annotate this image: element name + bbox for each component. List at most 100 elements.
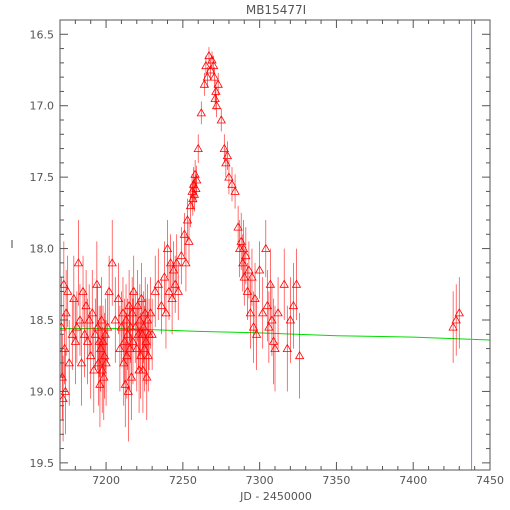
data-point-155	[291, 279, 302, 288]
data-point-110	[202, 72, 213, 81]
x-tick-label-7300: 7300	[246, 474, 274, 487]
x-tick-label-7400: 7400	[399, 474, 427, 487]
data-point-96	[182, 215, 193, 224]
chart-title: MB15477I	[246, 3, 306, 17]
data-point-106	[193, 143, 203, 153]
data-point-84	[161, 308, 171, 317]
data-point-35	[99, 350, 110, 360]
data-point-126	[230, 186, 240, 195]
data-point-123	[222, 150, 233, 160]
axes: 7200 7250 7300 7350 7400 7450 16.5 17.0 17.5 18.0…	[30, 19, 504, 487]
data-point-154	[288, 300, 299, 310]
x-tick-label-7450: 7450	[476, 474, 504, 487]
data-point-143	[261, 243, 271, 253]
data-point-104	[191, 183, 201, 193]
data-point-137	[247, 272, 257, 281]
data-point-157	[448, 322, 458, 331]
data-point-111	[204, 50, 214, 60]
data-point-8	[64, 358, 74, 367]
data-point-136	[245, 308, 256, 317]
data-point-125	[227, 179, 237, 188]
data-point-18	[81, 300, 91, 310]
data-point-89	[168, 265, 179, 274]
data-point-105	[192, 175, 202, 184]
data-point-121	[219, 143, 229, 153]
y-tick-label-19.5: 19.5	[30, 457, 55, 470]
data-point-150	[273, 308, 283, 317]
data-point-23	[89, 365, 99, 374]
data-point-5	[60, 386, 71, 395]
data-point-94	[179, 229, 190, 238]
y-tick-label-17.5: 17.5	[30, 171, 55, 184]
data-point-148	[268, 336, 279, 345]
data-point-45	[118, 308, 128, 317]
data-point-90	[170, 279, 180, 288]
data-point-86	[164, 286, 174, 295]
data-point-42	[113, 293, 124, 303]
data-point-112	[205, 65, 216, 74]
data-point-19	[82, 336, 93, 345]
data-point-83	[159, 272, 170, 281]
data-point-53	[124, 300, 134, 310]
data-point-152	[282, 343, 292, 353]
data-point-113	[207, 55, 217, 64]
data-point-88	[167, 293, 177, 303]
data-point-40	[107, 258, 117, 267]
data-point-21	[86, 350, 96, 360]
data-point-156	[294, 350, 305, 360]
data-point-20	[84, 315, 94, 324]
data-point-7	[63, 286, 73, 295]
data-point-114	[208, 60, 219, 70]
data-point-115	[209, 72, 219, 81]
data-point-147	[267, 315, 277, 324]
data-point-120	[216, 115, 226, 124]
data-point-146	[265, 279, 276, 288]
data-point-49	[121, 315, 131, 324]
data-point-48	[120, 379, 130, 388]
data-point-57	[127, 308, 137, 317]
data-point-159	[454, 308, 464, 317]
data-point-158	[451, 315, 461, 324]
data-point-76	[143, 350, 153, 360]
y-tick-label-16.5: 16.5	[30, 28, 55, 41]
data-point-140	[251, 329, 262, 338]
data-point-38	[102, 322, 113, 331]
data-point-31	[96, 315, 107, 324]
data-point-46	[119, 358, 129, 367]
data-point-80	[150, 286, 160, 295]
data-point-97	[184, 236, 194, 245]
data-point-134	[242, 286, 253, 295]
data-point-41	[110, 315, 120, 324]
data-point-43	[115, 343, 125, 353]
data-point-142	[258, 308, 268, 317]
y-tick-label-18: 18.0	[30, 243, 55, 256]
data-point-15	[76, 358, 87, 367]
data-point-91	[172, 258, 182, 267]
data-point-108	[199, 79, 210, 88]
y-tick-label-19: 19.0	[30, 385, 55, 398]
data-point-52	[123, 386, 133, 395]
data-point-14	[75, 315, 85, 324]
data-point-10	[69, 293, 79, 303]
data-point-79	[147, 329, 157, 338]
data-point-59	[129, 286, 139, 295]
data-point-141	[254, 265, 265, 274]
data-point-82	[156, 300, 167, 310]
data-point-11	[70, 336, 81, 345]
data-point-127	[233, 222, 243, 231]
data-point-78	[145, 308, 156, 317]
data-point-151	[279, 279, 289, 288]
data-point-100	[188, 193, 198, 203]
data-point-17	[79, 329, 90, 338]
data-point-39	[104, 286, 114, 295]
data-point-124	[224, 172, 234, 181]
data-point-50	[122, 350, 132, 360]
data-point-37	[101, 358, 111, 367]
y-tick-label-18.5: 18.5	[30, 314, 55, 327]
data-point-119	[213, 79, 223, 88]
data-point-87	[165, 258, 176, 267]
y-tick-label-17: 17.0	[30, 100, 55, 113]
data-point-9	[67, 329, 77, 338]
